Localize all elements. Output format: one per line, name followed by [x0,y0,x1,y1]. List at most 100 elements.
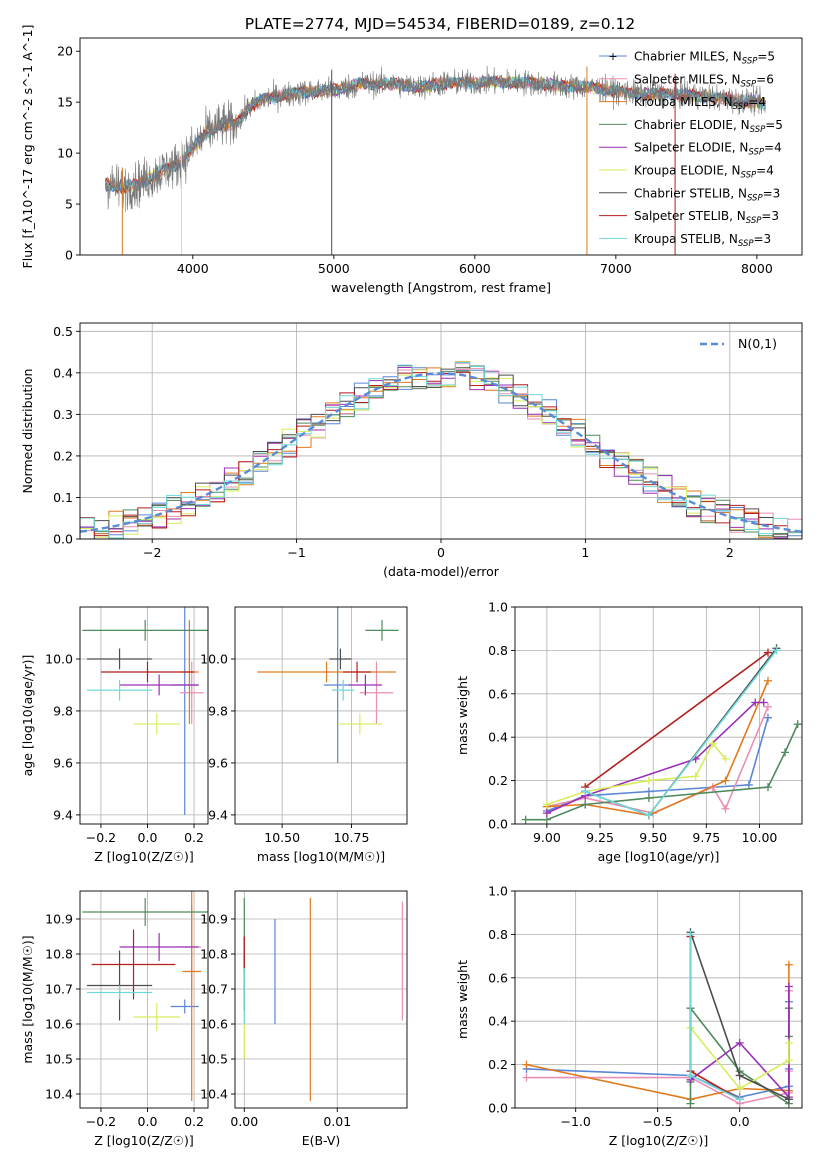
y-tick-label: 10.9 [200,912,228,927]
x-axis-label: Z [log10(Z/Z☉)] [609,1133,709,1148]
x-tick-label: 8000 [741,261,773,276]
data-point-marker [721,754,730,763]
y-axis-label: mass [log10(M/M☉)] [20,935,35,1063]
x-tick-label: 0.0 [730,1114,750,1129]
y-tick-label: 10.8 [45,947,73,962]
x-tick-label: 2 [726,545,734,560]
y-axis-label: mass weight [455,676,470,755]
residuals-panel: −2 −1 0 1 2 0.0 0.1 0.2 0.3 0.4 0.5 (data-model)/er… [20,322,803,579]
y-tick-label: 1.0 [488,884,508,899]
x-tick-label: 0.0 [138,830,158,845]
y-tick-label: 0.2 [53,448,73,463]
axes-frame [514,606,803,825]
y-tick-label: 0 [65,248,73,263]
data-point-marker [644,811,653,820]
data-point-marker [686,930,695,939]
massweight-vs-age-panel: 9.00 9.25 9.50 9.75 10.00 0.0 0.2 0.4 0.6 0.8 1.0 a… [455,600,803,864]
x-tick-label: 9.00 [533,830,561,845]
x-tick-label: 0.01 [323,1114,351,1129]
y-axis-label: Normed distribution [20,369,35,494]
x-tick-label: −2 [143,545,161,560]
y-tick-label: 10.7 [200,982,228,997]
x-axis-label: Z [log10(Z/Z☉)] [94,1133,194,1148]
mass-weight-series [584,649,778,817]
legend-marker: + [608,50,617,63]
y-tick-label: 0.0 [488,1101,508,1116]
axes-frame [79,606,209,825]
data-point-marker [763,702,772,711]
data-point-marker [784,1056,793,1065]
residual-histogram-kroupa-stelib [80,361,802,539]
data-point-marker [744,780,753,789]
legend-entry: Chabrier ELODIE, NSSP=5 [634,118,783,135]
data-point-marker [735,1084,744,1093]
y-tick-label: 10.8 [200,947,228,962]
mass-weight-series [546,742,727,806]
axes-frame [234,890,408,1109]
data-point-marker [735,1038,744,1047]
legend-entry: N(0,1) [738,336,777,351]
age-vs-metallicity-panel: −0.2 0.0 0.2 9.4 9.6 9.8 10.0 Z [log10(Z/Z☉)] ag… [20,606,209,864]
data-point-marker [735,1071,744,1080]
y-axis-label: age [log10(age/yr)] [20,655,35,777]
legend-entry: Chabrier STELIB, NSSP=3 [634,186,780,203]
y-tick-label: 0.8 [488,643,508,658]
y-tick-label: 10.0 [45,651,73,666]
y-tick-label: 15 [57,95,73,110]
massweight-vs-metallicity-panel: −1.0 −0.5 0.0 0.0 0.2 0.4 0.6 0.8 1.0 Z [log10(Z/… [455,884,803,1148]
x-tick-label: −1.0 [561,1114,591,1129]
data-point-marker [644,793,653,802]
y-tick-label: 0.2 [488,773,508,788]
data-point-marker [522,1073,531,1082]
data-point-marker [686,1099,695,1108]
x-tick-label: 6000 [459,261,491,276]
x-axis-label: age [log10(age/yr)] [598,849,720,864]
y-tick-label: 9.4 [208,807,228,822]
legend-entry: Salpeter STELIB, NSSP=3 [634,209,779,226]
y-tick-label: 1.0 [488,600,508,615]
y-tick-label: 0.0 [488,817,508,832]
y-tick-label: 0.5 [53,324,73,339]
y-tick-label: 9.8 [208,703,228,718]
x-tick-label: 0.2 [184,1114,204,1129]
x-tick-label: −1 [287,545,305,560]
y-tick-label: 0.4 [488,730,508,745]
y-tick-label: 10 [57,146,73,161]
y-tick-label: 10.9 [45,912,73,927]
data-point-marker [542,800,551,809]
data-point-marker [763,713,772,722]
y-tick-label: 0.3 [53,407,73,422]
legend-entry: Kroupa ELODIE, NSSP=4 [634,164,774,181]
y-tick-label: 9.6 [53,755,73,770]
x-tick-label: −0.2 [86,1114,116,1129]
x-tick-label: 5000 [318,261,350,276]
x-tick-label: 10.50 [264,830,300,845]
x-tick-label: 9.75 [692,830,720,845]
spectrum-panel: 4000 5000 6000 7000 8000 0 5 10 15 20 wavelength [… [20,25,803,295]
mass-vs-metallicity-panel: −0.2 0.0 0.2 10.4 10.5 10.6 10.7 10.8 10.9 Z [log… [20,890,209,1148]
x-tick-label: −0.2 [86,830,116,845]
mass-vs-ebv-panel: 0.00 0.01 10.4 10.5 10.6 10.7 10.8 10.9 E(B-V) [200,890,408,1148]
y-tick-label: 0.6 [488,970,508,985]
data-point-marker [721,776,730,785]
x-axis-label: E(B-V) [302,1133,341,1148]
data-point-marker [763,676,772,685]
data-point-marker [784,982,793,991]
data-point-marker [780,748,789,757]
y-tick-label: 10.4 [200,1087,228,1102]
axes-frame [234,606,408,825]
data-point-marker [735,1095,744,1104]
data-point-marker [522,1060,531,1069]
data-point-marker [644,776,653,785]
data-point-marker [751,698,760,707]
y-tick-label: 20 [57,44,73,59]
y-tick-label: 0.4 [488,1014,508,1029]
spectrum-legend: + Chabrier MILES, NSSP=5 Salpeter MILES, N… [599,50,783,249]
spectrum-data [105,65,766,212]
data-point-marker [763,783,772,792]
figure-title: PLATE=2774, MJD=54534, FIBERID=0189, z=0… [245,15,635,33]
data-point-marker [708,739,717,748]
data-point-marker [691,772,700,781]
y-tick-label: 9.4 [53,807,73,822]
